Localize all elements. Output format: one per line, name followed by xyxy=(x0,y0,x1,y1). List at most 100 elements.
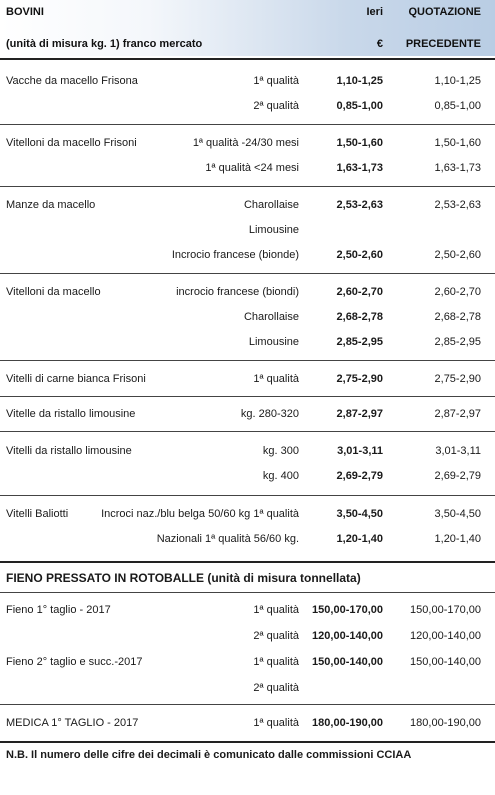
quality-grade: Charollaise xyxy=(243,199,299,211)
price-ieri: 150,00-140,00 xyxy=(312,656,383,668)
quality-grade: Charollaise xyxy=(243,311,299,323)
price-precedente: 180,00-190,00 xyxy=(410,717,481,729)
quality-grade: 2ª qualità xyxy=(253,630,299,642)
table-row: MEDICA 1° TAGLIO - 2017 1ª qualità 180,00-… xyxy=(0,712,495,734)
quality-grade: Incroci naz./blu belga 50/60 kg 1ª quali… xyxy=(101,508,299,520)
price-precedente: 1,50-1,60 xyxy=(434,137,481,149)
table-row: Charollaise 2,68-2,78 2,68-2,78 xyxy=(0,306,495,328)
price-precedente: 1,20-1,40 xyxy=(434,533,481,545)
price-precedente: 2,85-2,95 xyxy=(434,336,481,348)
column-header-quotazione: QUOTAZIONE xyxy=(408,6,481,18)
table-row: Nazionali 1ª qualità 56/60 kg. 1,20-1,40 1… xyxy=(0,528,495,550)
price-precedente: 2,53-2,63 xyxy=(434,199,481,211)
footer-rule xyxy=(0,741,495,743)
table-row: Limousine 2,85-2,95 2,85-2,95 xyxy=(0,331,495,353)
unit-label: (unità di misura kg. 1) franco mercato xyxy=(6,38,203,50)
price-ieri: 2,53-2,63 xyxy=(336,199,383,211)
price-ieri: 2,68-2,78 xyxy=(336,311,383,323)
price-precedente: 2,75-2,90 xyxy=(434,373,481,385)
table-row: Vitelloni da macello incrocio francese (b… xyxy=(0,281,495,303)
product-name: Manze da macello xyxy=(6,199,96,211)
price-precedente: 1,63-1,73 xyxy=(434,162,481,174)
price-ieri: 1,50-1,60 xyxy=(336,137,383,149)
product-name: MEDICA 1° TAGLIO - 2017 xyxy=(6,717,139,729)
product-name: Vacche da macello Frisona xyxy=(6,75,138,87)
row-divider xyxy=(0,186,495,187)
table-row: Vitelloni da macello Frisoni 1ª qualità -… xyxy=(0,132,495,154)
row-divider xyxy=(0,495,495,496)
quality-grade: 1ª qualità xyxy=(253,656,299,668)
price-ieri: 0,85-1,00 xyxy=(336,100,383,112)
quality-grade: 2ª qualità xyxy=(253,100,299,112)
table-row: Fieno 2° taglio e succ.-2017 1ª qualità 15… xyxy=(0,651,495,673)
price-precedente: 3,50-4,50 xyxy=(434,508,481,520)
product-name: Vitelle da ristallo limousine xyxy=(6,408,136,420)
header-band xyxy=(0,0,495,56)
table-row: Incrocio francese (bionde) 2,50-2,60 2,50-… xyxy=(0,244,495,266)
price-precedente: 0,85-1,00 xyxy=(434,100,481,112)
table-row: 2ª qualità xyxy=(0,677,495,699)
table-row: Vitelli di carne bianca Frisoni 1ª qualit… xyxy=(0,368,495,390)
quality-grade: Limousine xyxy=(248,224,299,236)
quality-grade: 1ª qualità -24/30 mesi xyxy=(192,137,299,149)
quality-grade: incrocio francese (biondi) xyxy=(176,286,299,298)
price-precedente: 2,50-2,60 xyxy=(434,249,481,261)
price-ieri: 1,10-1,25 xyxy=(336,75,383,87)
quality-grade: 1ª qualità xyxy=(253,75,299,87)
price-ieri: 2,69-2,79 xyxy=(336,470,383,482)
price-ieri: 3,01-3,11 xyxy=(337,445,383,457)
table-row: Vacche da macello Frisona 1ª qualità 1,10-… xyxy=(0,70,495,92)
column-header-ieri: Ieri xyxy=(366,6,383,18)
table-row: 2ª qualità 120,00-140,00 120,00-140,00 xyxy=(0,625,495,647)
row-divider xyxy=(0,124,495,125)
column-header-euro: € xyxy=(376,38,383,50)
price-precedente: 1,10-1,25 xyxy=(434,75,481,87)
quality-grade: 1ª qualità xyxy=(253,373,299,385)
price-ieri: 1,20-1,40 xyxy=(336,533,383,545)
quality-grade: kg. 300 xyxy=(262,445,299,457)
price-ieri: 2,87-2,97 xyxy=(336,408,383,420)
product-name: Vitelli Baliotti xyxy=(6,508,69,520)
table-row: Limousine xyxy=(0,219,495,241)
price-precedente: 2,60-2,70 xyxy=(434,286,481,298)
row-divider xyxy=(0,360,495,361)
section-rule xyxy=(0,561,495,563)
price-precedente: 150,00-170,00 xyxy=(410,604,481,616)
fieno-section-title: FIENO PRESSATO IN ROTOBALLE (unità di mi… xyxy=(6,571,361,585)
price-ieri: 2,50-2,60 xyxy=(336,249,383,261)
table-row: Vitelli da ristallo limousine kg. 300 3,01… xyxy=(0,440,495,462)
row-divider xyxy=(0,273,495,274)
quality-grade: 1ª qualità xyxy=(253,717,299,729)
row-divider xyxy=(0,396,495,397)
product-name: Vitelli da ristallo limousine xyxy=(6,445,132,457)
table-row: Vitelle da ristallo limousine kg. 280-320… xyxy=(0,403,495,425)
quality-grade: 1ª qualità xyxy=(253,604,299,616)
table-row: Vitelli Baliotti Incroci naz./blu belga 5… xyxy=(0,503,495,525)
fieno-title-rule xyxy=(0,592,495,593)
table-row: Manze da macello Charollaise 2,53-2,63 2,53… xyxy=(0,194,495,216)
quality-grade: kg. 280-320 xyxy=(240,408,299,420)
footnote: N.B. Il numero delle cifre dei decimali … xyxy=(6,749,412,761)
row-divider xyxy=(0,431,495,432)
price-ieri: 2,75-2,90 xyxy=(336,373,383,385)
column-header-precedente: PRECEDENTE xyxy=(405,38,481,50)
price-ieri: 3,50-4,50 xyxy=(336,508,383,520)
price-precedente: 2,68-2,78 xyxy=(434,311,481,323)
price-ieri: 150,00-170,00 xyxy=(312,604,383,616)
quality-grade: Limousine xyxy=(248,336,299,348)
price-precedente: 120,00-140,00 xyxy=(410,630,481,642)
price-ieri: 1,63-1,73 xyxy=(336,162,383,174)
price-precedente: 2,69-2,79 xyxy=(434,470,481,482)
quality-grade: Incrocio francese (bionde) xyxy=(171,249,299,261)
product-name: Fieno 1° taglio - 2017 xyxy=(6,604,111,616)
price-ieri: 120,00-140,00 xyxy=(312,630,383,642)
product-name: Vitelloni da macello xyxy=(6,286,101,298)
price-ieri: 2,85-2,95 xyxy=(336,336,383,348)
table-row: kg. 400 2,69-2,79 2,69-2,79 xyxy=(0,465,495,487)
price-precedente: 150,00-140,00 xyxy=(410,656,481,668)
row-divider xyxy=(0,704,495,705)
price-ieri: 2,60-2,70 xyxy=(336,286,383,298)
quality-grade: 1ª qualità <24 mesi xyxy=(205,162,299,174)
table-row: 1ª qualità <24 mesi 1,63-1,73 1,63-1,73 xyxy=(0,157,495,179)
